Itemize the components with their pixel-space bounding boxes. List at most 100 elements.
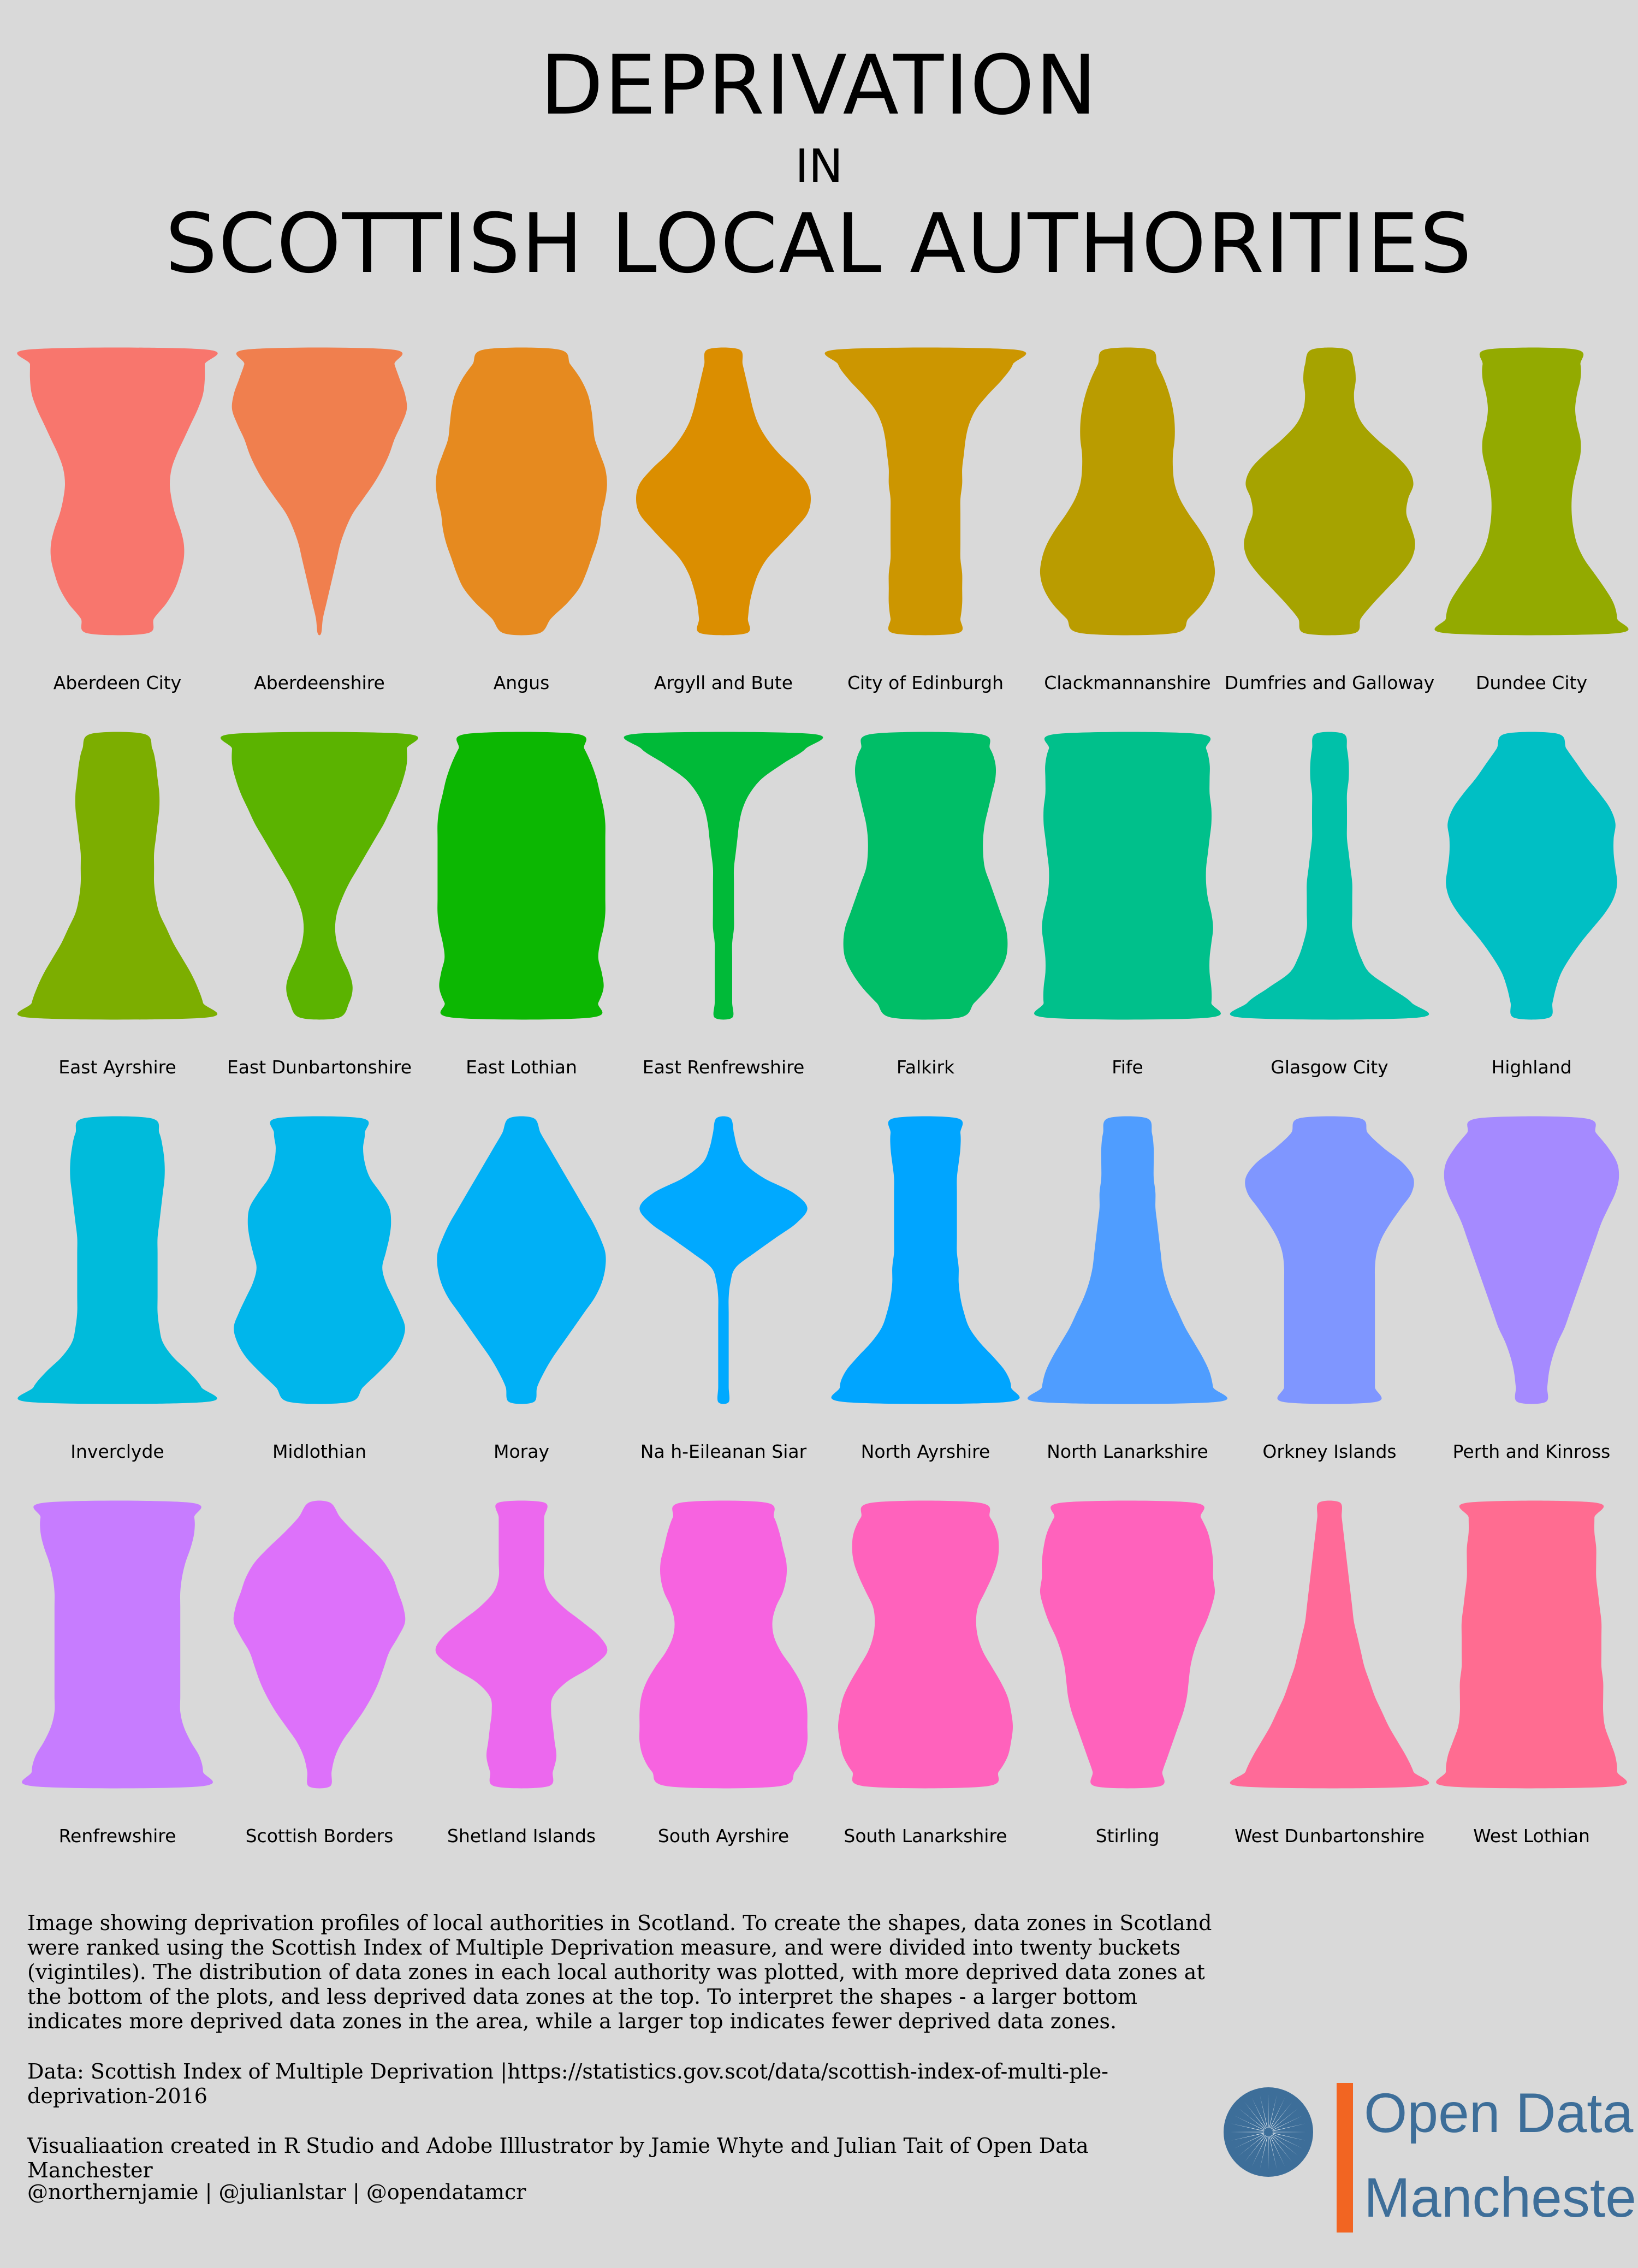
violin-label-east-lothian: East Lothian xyxy=(466,1056,577,1078)
violin-orkney-islands xyxy=(1245,1116,1414,1404)
starburst-ray xyxy=(1251,2097,1267,2128)
starburst-ray xyxy=(1272,2133,1306,2141)
title-line-2: IN xyxy=(795,139,843,193)
violin-city-of-edinburgh xyxy=(824,347,1026,636)
violin-midlothian xyxy=(234,1116,405,1404)
violin-na-h-eileanan-siar xyxy=(639,1116,808,1404)
violin-label-argyll-and-bute: Argyll and Bute xyxy=(654,672,793,693)
violin-shetland-islands xyxy=(435,1500,608,1789)
violin-inverclyde xyxy=(17,1116,217,1404)
violin-east-lothian xyxy=(437,732,606,1020)
violin-label-west-dunbartonshire: West Dunbartonshire xyxy=(1235,1825,1425,1847)
violin-label-angus: Angus xyxy=(494,672,550,693)
violin-label-north-ayrshire: North Ayrshire xyxy=(861,1441,990,1462)
violin-label-east-renfrewshire: East Renfrewshire xyxy=(643,1056,805,1078)
violin-label-orkney-islands: Orkney Islands xyxy=(1262,1441,1396,1462)
violin-label-scottish-borders: Scottish Borders xyxy=(246,1825,394,1847)
violin-label-clackmannanshire: Clackmannanshire xyxy=(1044,672,1210,693)
starburst-ray xyxy=(1271,2135,1292,2162)
starburst-ray xyxy=(1270,2136,1285,2167)
violin-label-perth-and-kinross: Perth and Kinross xyxy=(1453,1441,1611,1462)
violin-label-east-dunbartonshire: East Dunbartonshire xyxy=(227,1056,412,1078)
starburst-ray xyxy=(1272,2108,1298,2130)
violin-label-city-of-edinburgh: City of Edinburgh xyxy=(847,672,1004,693)
violin-scottish-borders xyxy=(233,1500,406,1789)
logo-accent-bar xyxy=(1337,2083,1353,2233)
violin-angus xyxy=(436,347,607,636)
violin-label-east-ayrshire: East Ayrshire xyxy=(58,1056,176,1078)
starburst-ray xyxy=(1260,2136,1268,2170)
starburst-ray xyxy=(1270,2097,1285,2128)
violin-east-renfrewshire xyxy=(624,732,823,1020)
logo-text-line-2: Manchester xyxy=(1364,2166,1638,2229)
violin-label-midlothian: Midlothian xyxy=(272,1441,366,1462)
starburst-ray xyxy=(1272,2115,1303,2130)
logo-text-line-1: Open Data xyxy=(1364,2082,1634,2144)
starburst-ray xyxy=(1268,2136,1269,2170)
violin-label-renfrewshire: Renfrewshire xyxy=(59,1825,176,1847)
starburst-ray xyxy=(1231,2123,1265,2132)
violin-east-dunbartonshire xyxy=(220,732,419,1020)
data-source-text: Data: Scottish Index of Multiple Depriva… xyxy=(27,2059,1109,2108)
violin-west-lothian xyxy=(1436,1500,1627,1789)
title-line-1: DEPRIVATION xyxy=(540,38,1098,133)
violin-aberdeenshire xyxy=(232,347,407,636)
violin-label-fife: Fife xyxy=(1112,1056,1143,1078)
violin-dumfries-and-galloway xyxy=(1244,347,1415,636)
open-data-manchester-logo: Open Data Manchester xyxy=(1222,2080,1638,2239)
violin-grid: Aberdeen City Aberdeenshire Angus Argyll an… xyxy=(0,328,1638,1873)
starburst-ray xyxy=(1260,2094,1268,2128)
violin-highland xyxy=(1446,732,1617,1020)
violin-label-moray: Moray xyxy=(494,1441,549,1462)
violin-label-shetland-islands: Shetland Islands xyxy=(447,1825,596,1847)
violin-label-falkirk: Falkirk xyxy=(897,1056,955,1078)
starburst-ray xyxy=(1273,2132,1307,2133)
starburst-ray xyxy=(1230,2132,1264,2133)
violin-label-west-lothian: West Lothian xyxy=(1473,1825,1590,1847)
violin-label-aberdeen-city: Aberdeen City xyxy=(54,672,181,693)
credit-text: Visualiaation created in R Studio and Ad… xyxy=(27,2134,1089,2182)
violin-north-ayrshire xyxy=(831,1116,1020,1404)
starburst-ray xyxy=(1233,2115,1265,2130)
violin-stirling xyxy=(1040,1500,1215,1789)
starburst-ray xyxy=(1272,2134,1298,2156)
violin-north-lanarkshire xyxy=(1027,1116,1228,1404)
violin-label-north-lanarkshire: North Lanarkshire xyxy=(1047,1441,1208,1462)
violin-label-highland: Highland xyxy=(1491,1056,1571,1078)
starburst-ray xyxy=(1238,2134,1265,2156)
starburst-ray xyxy=(1272,2123,1306,2132)
starburst-ray xyxy=(1271,2102,1292,2129)
violin-label-stirling: Stirling xyxy=(1096,1825,1160,1847)
violin-label-inverclyde: Inverclyde xyxy=(70,1441,164,1462)
violin-label-na-h-eileanan-siar: Na h-Eileanan Siar xyxy=(640,1441,807,1462)
violin-moray xyxy=(437,1116,606,1404)
violin-south-lanarkshire xyxy=(838,1500,1013,1789)
violin-perth-and-kinross xyxy=(1444,1116,1619,1404)
starburst-ray xyxy=(1269,2136,1277,2170)
violin-argyll-and-bute xyxy=(636,347,811,636)
violin-dundee-city xyxy=(1434,347,1629,636)
starburst-ray xyxy=(1244,2135,1266,2162)
violin-label-south-lanarkshire: South Lanarkshire xyxy=(844,1825,1007,1847)
starburst-ray xyxy=(1238,2108,1265,2130)
violin-east-ayrshire xyxy=(17,732,218,1020)
violin-label-aberdeenshire: Aberdeenshire xyxy=(254,672,385,693)
violin-chart: Aberdeen City Aberdeenshire Angus Argyll an… xyxy=(17,347,1629,1847)
starburst-ray xyxy=(1268,2094,1269,2128)
violin-label-glasgow-city: Glasgow City xyxy=(1271,1056,1388,1078)
starburst-ray xyxy=(1269,2094,1277,2128)
starburst-circle xyxy=(1224,2087,1313,2177)
violin-falkirk xyxy=(843,732,1008,1020)
violin-south-ayrshire xyxy=(639,1500,808,1789)
social-handles: @northernjamie | @julianlstar | @opendat… xyxy=(27,2180,526,2204)
description-paragraph: Image showing deprivation profiles of lo… xyxy=(27,1911,1212,2033)
starburst-icon xyxy=(1224,2087,1313,2177)
violin-west-dunbartonshire xyxy=(1230,1500,1429,1789)
starburst-ray xyxy=(1251,2136,1267,2167)
violin-label-dumfries-and-galloway: Dumfries and Galloway xyxy=(1225,672,1434,693)
starburst-ray xyxy=(1231,2133,1265,2141)
violin-aberdeen-city xyxy=(17,347,218,636)
title-line-3: SCOTTISH LOCAL AUTHORITIES xyxy=(165,197,1473,292)
starburst-ray xyxy=(1233,2134,1265,2149)
violin-glasgow-city xyxy=(1230,732,1429,1020)
